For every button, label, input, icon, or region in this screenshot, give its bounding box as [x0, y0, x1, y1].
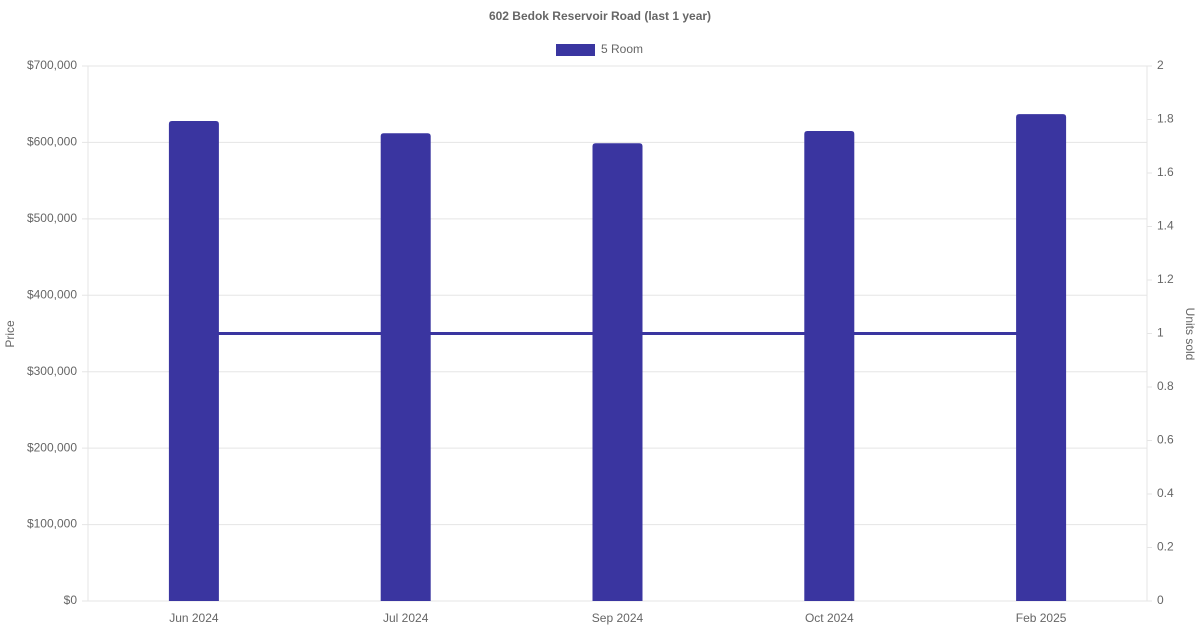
bar	[592, 143, 643, 601]
y-tick-label: $400,000	[27, 287, 77, 301]
y-tick-label: $300,000	[27, 364, 77, 378]
y2-tick-label: 1.4	[1157, 219, 1174, 233]
bar	[380, 133, 431, 601]
x-tick-label: Oct 2024	[805, 611, 854, 625]
y2-tick-label: 1.8	[1157, 112, 1174, 126]
bar	[168, 121, 219, 602]
y-tick-label: $600,000	[27, 135, 77, 149]
y-tick-label: $500,000	[27, 211, 77, 225]
y-tick-label: $100,000	[27, 517, 77, 531]
x-tick-label: Feb 2025	[1016, 611, 1067, 625]
y-axis-title: Price	[3, 320, 17, 348]
y-tick-label: $700,000	[27, 58, 77, 72]
y2-tick-label: 1.2	[1157, 272, 1174, 286]
y2-tick-label: 1	[1157, 326, 1164, 340]
bar	[1016, 114, 1067, 602]
y-tick-label: $200,000	[27, 440, 77, 454]
x-tick-label: Jul 2024	[383, 611, 429, 625]
y2-axis-title: Units sold	[1183, 308, 1197, 361]
x-tick-label: Sep 2024	[592, 611, 644, 625]
legend-label: 5 Room	[601, 42, 643, 56]
y2-tick-label: 0.8	[1157, 379, 1174, 393]
chart-title: 602 Bedok Reservoir Road (last 1 year)	[489, 9, 711, 23]
x-tick-label: Jun 2024	[169, 611, 219, 625]
bar	[804, 130, 855, 601]
y2-tick-label: 2	[1157, 58, 1164, 72]
y2-tick-label: 1.6	[1157, 165, 1174, 179]
y2-tick-label: 0.6	[1157, 433, 1174, 447]
y2-tick-label: 0.4	[1157, 486, 1174, 500]
y-tick-label: $0	[64, 593, 78, 607]
y2-tick-label: 0	[1157, 593, 1164, 607]
legend-swatch	[556, 44, 595, 56]
y2-tick-label: 0.2	[1157, 540, 1174, 554]
